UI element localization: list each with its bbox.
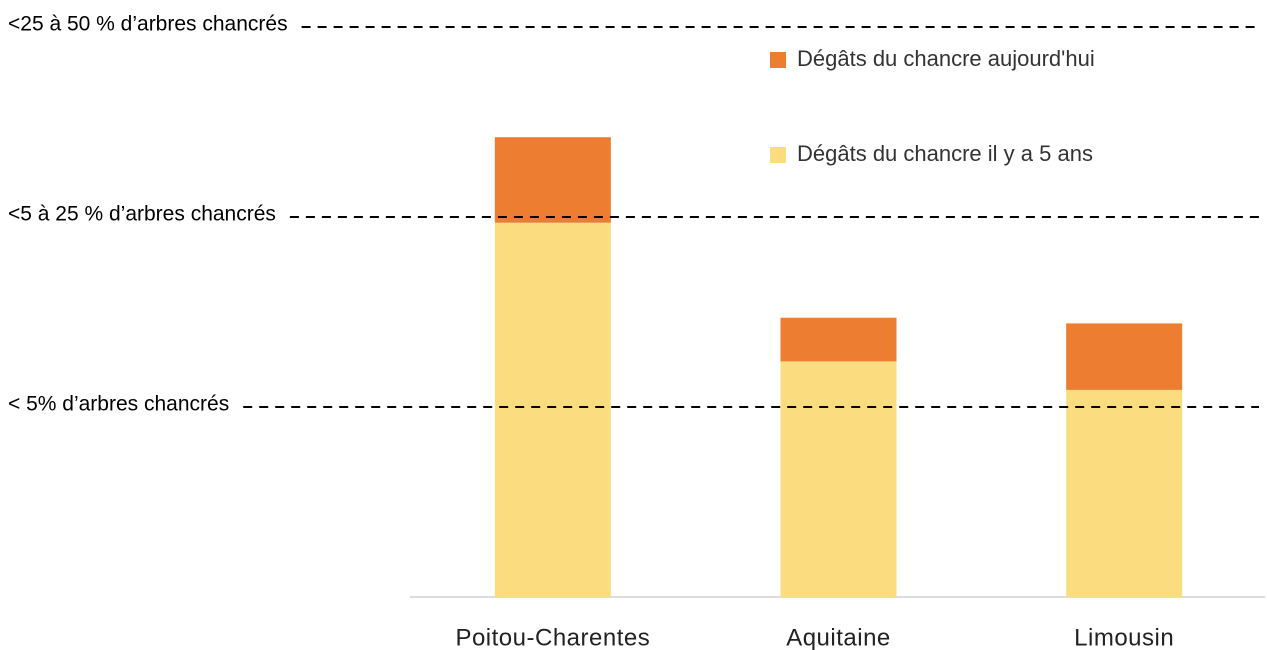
y-tick-label: < 5% d’arbres chancrés (8, 393, 229, 416)
bar-segment (1066, 323, 1183, 390)
bar-segment (780, 361, 897, 597)
y-tick-label: <5 à 25 % d’arbres chancrés (8, 203, 276, 226)
legend-swatch (770, 147, 786, 163)
bar-segment (494, 137, 611, 223)
bar-segment (494, 222, 611, 597)
bar-segment (1066, 389, 1183, 597)
x-tick-label: Limousin (1074, 624, 1174, 650)
legend-swatch (770, 52, 786, 68)
x-tick-label: Poitou-Charentes (455, 624, 650, 650)
y-tick-label: <25 à 50 % d’arbres chancrés (8, 13, 288, 36)
x-tick-label: Aquitaine (786, 624, 891, 650)
legend-label: Dégâts du chancre il y a 5 ans (797, 141, 1093, 166)
legend-label: Dégâts du chancre aujourd'hui (797, 46, 1095, 71)
bar-segment (780, 317, 897, 362)
